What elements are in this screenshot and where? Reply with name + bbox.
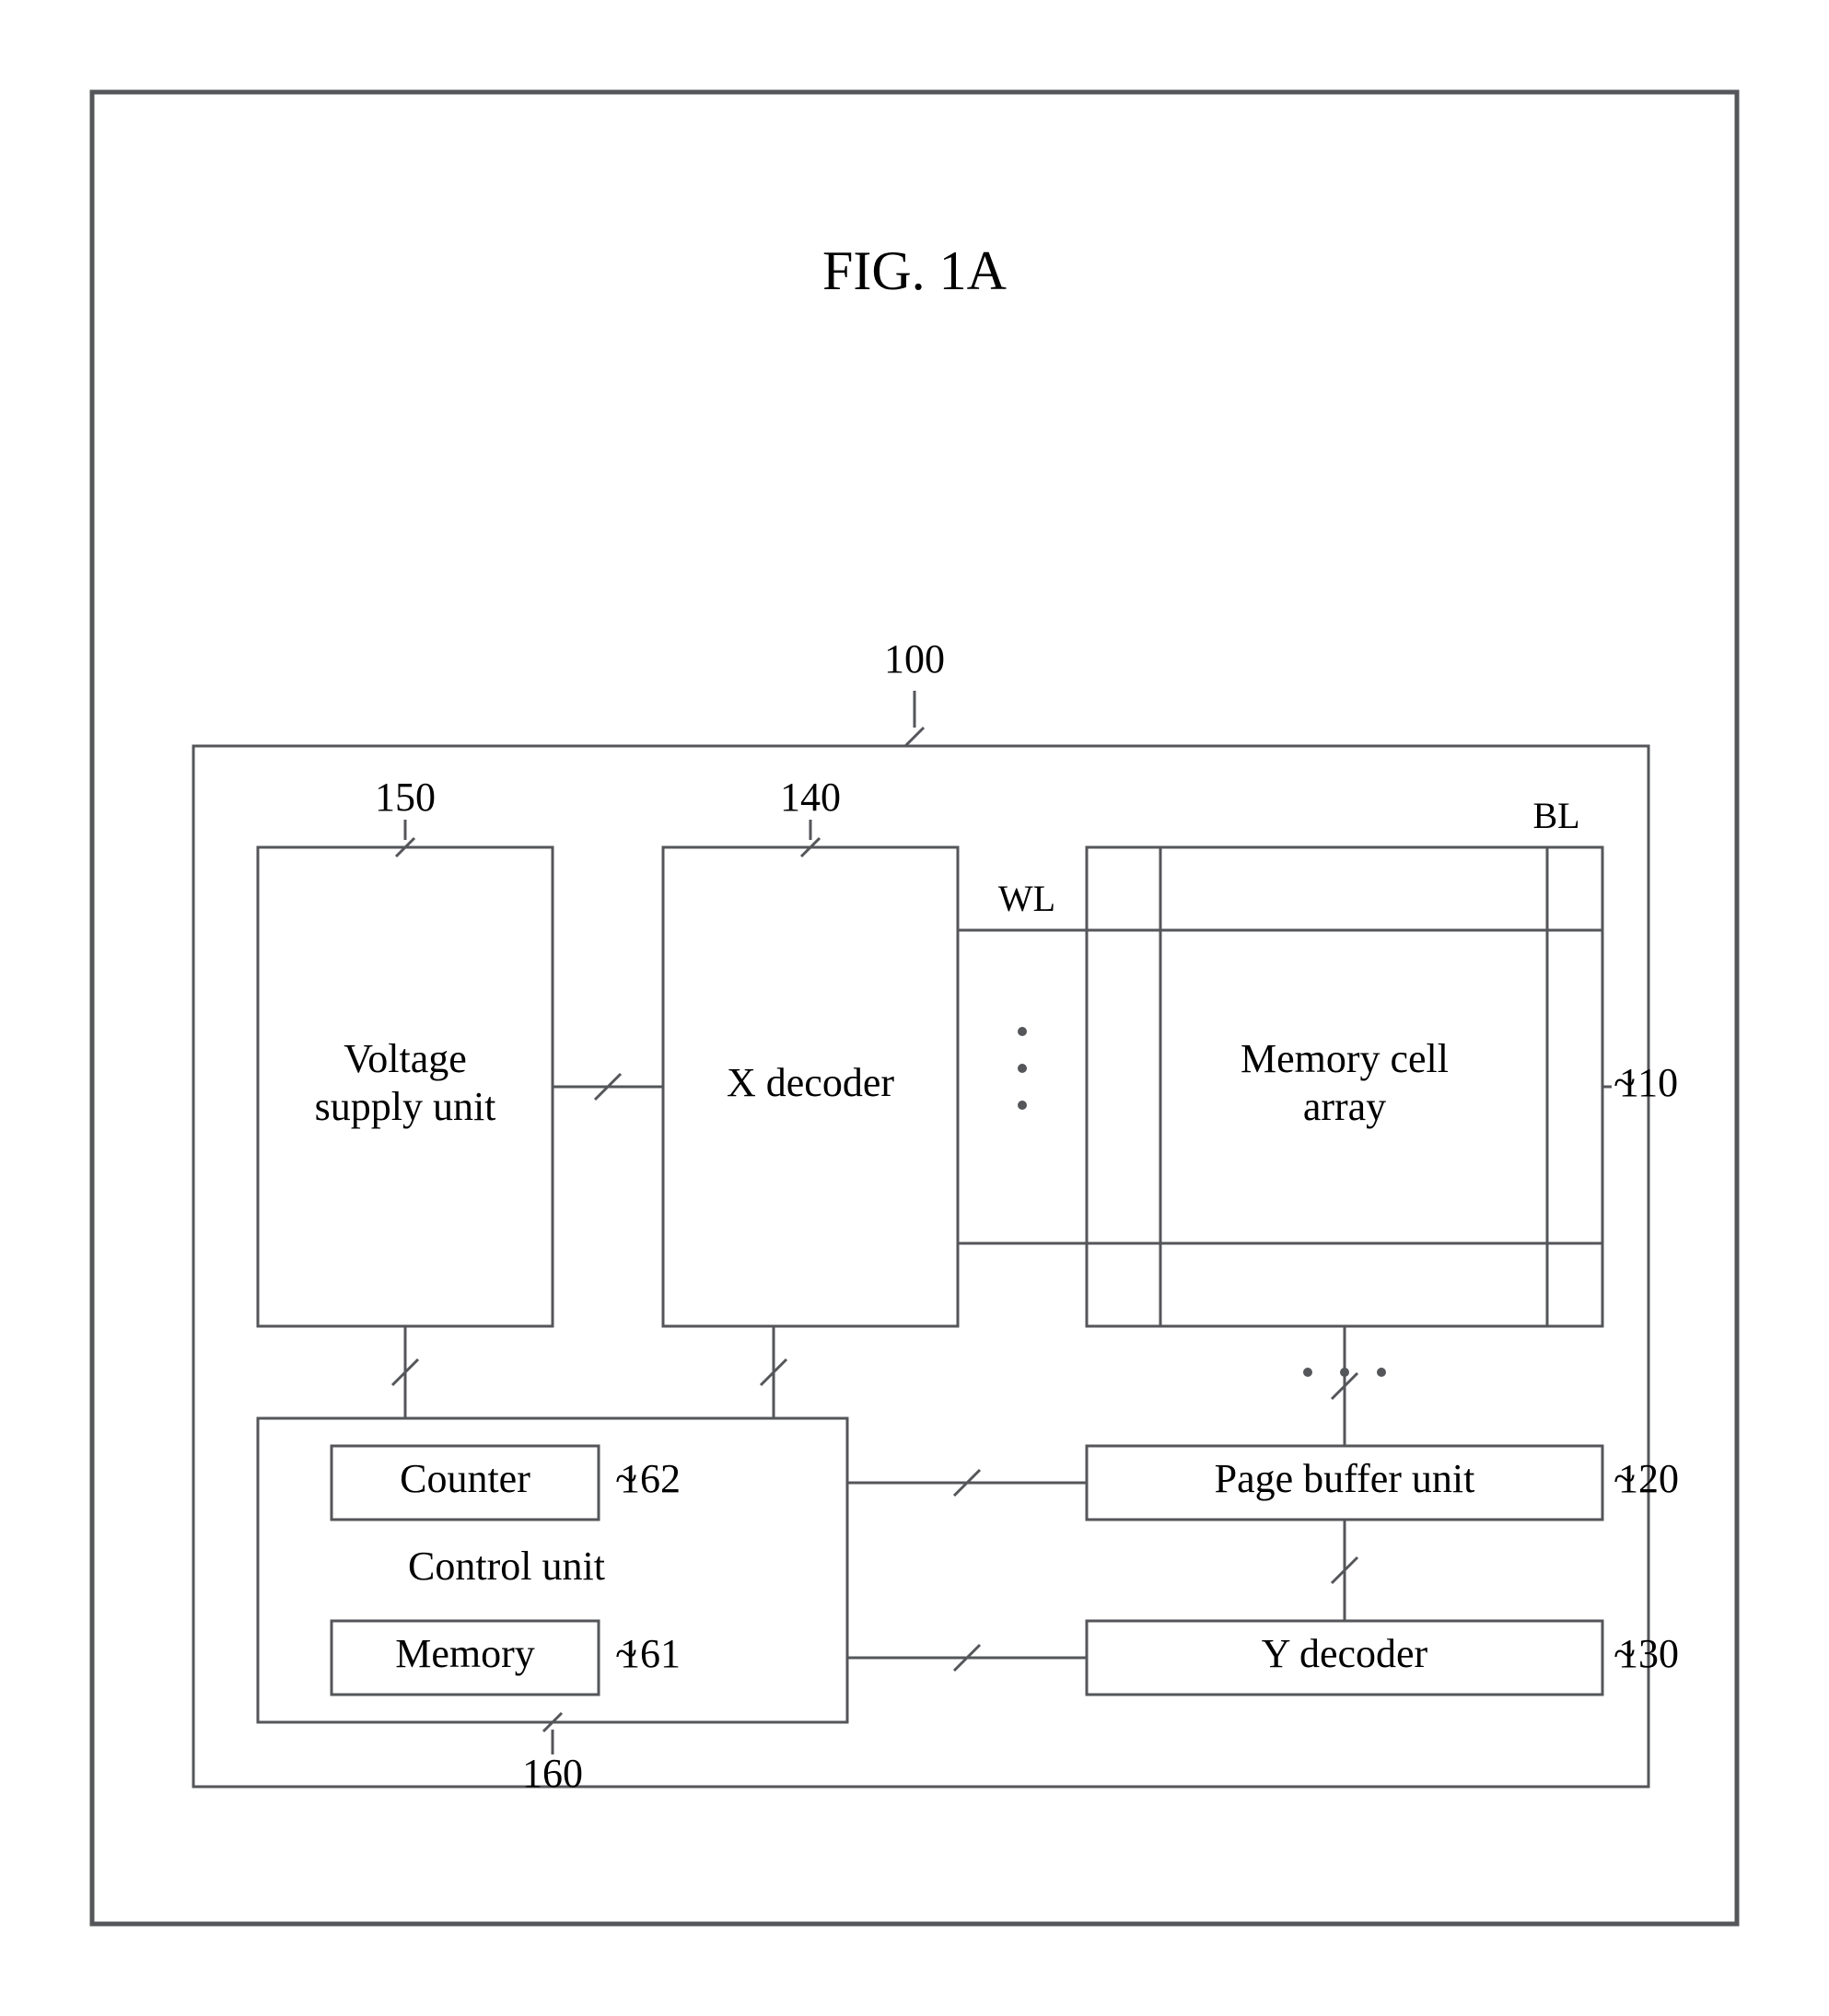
y-decoder-label: Y decoder [1262,1631,1428,1676]
voltage-supply-label-2: supply unit [315,1084,496,1129]
counter-label: Counter [400,1456,530,1501]
memory-cell-label-1: Memory cell [1241,1036,1449,1081]
memory-cell-label-2: array [1303,1084,1386,1129]
ref-161: 161 [620,1631,681,1676]
ellipsis-dot [1377,1368,1386,1377]
ref-100: 100 [884,636,945,682]
ref-120: 120 [1618,1456,1679,1501]
ellipsis-dot [1018,1064,1027,1073]
ellipsis-dot [1303,1368,1312,1377]
ref-162: 162 [620,1456,681,1501]
x-decoder-label: X decoder [727,1060,894,1105]
block-diagram: FIG. 1A 100 Voltagesupply unit 150 X decoder… [0,0,1829,2016]
outer-frame [92,92,1737,1924]
bl-label: BL [1532,795,1579,836]
figure-title: FIG. 1A [822,240,1007,301]
control-unit-label: Control unit [408,1544,605,1589]
ellipsis-dot [1018,1027,1027,1036]
ref-160: 160 [522,1751,583,1796]
ellipsis-dot [1018,1101,1027,1110]
page-buffer-label: Page buffer unit [1215,1456,1475,1501]
memory-label: Memory [395,1631,535,1676]
wl-label: WL [998,878,1055,919]
ref-110: 110 [1619,1060,1678,1105]
voltage-supply-label-1: Voltage [344,1036,467,1081]
ref-130: 130 [1618,1631,1679,1676]
ref-150: 150 [375,775,436,820]
ref-140: 140 [780,775,841,820]
ref-tick [905,728,924,746]
